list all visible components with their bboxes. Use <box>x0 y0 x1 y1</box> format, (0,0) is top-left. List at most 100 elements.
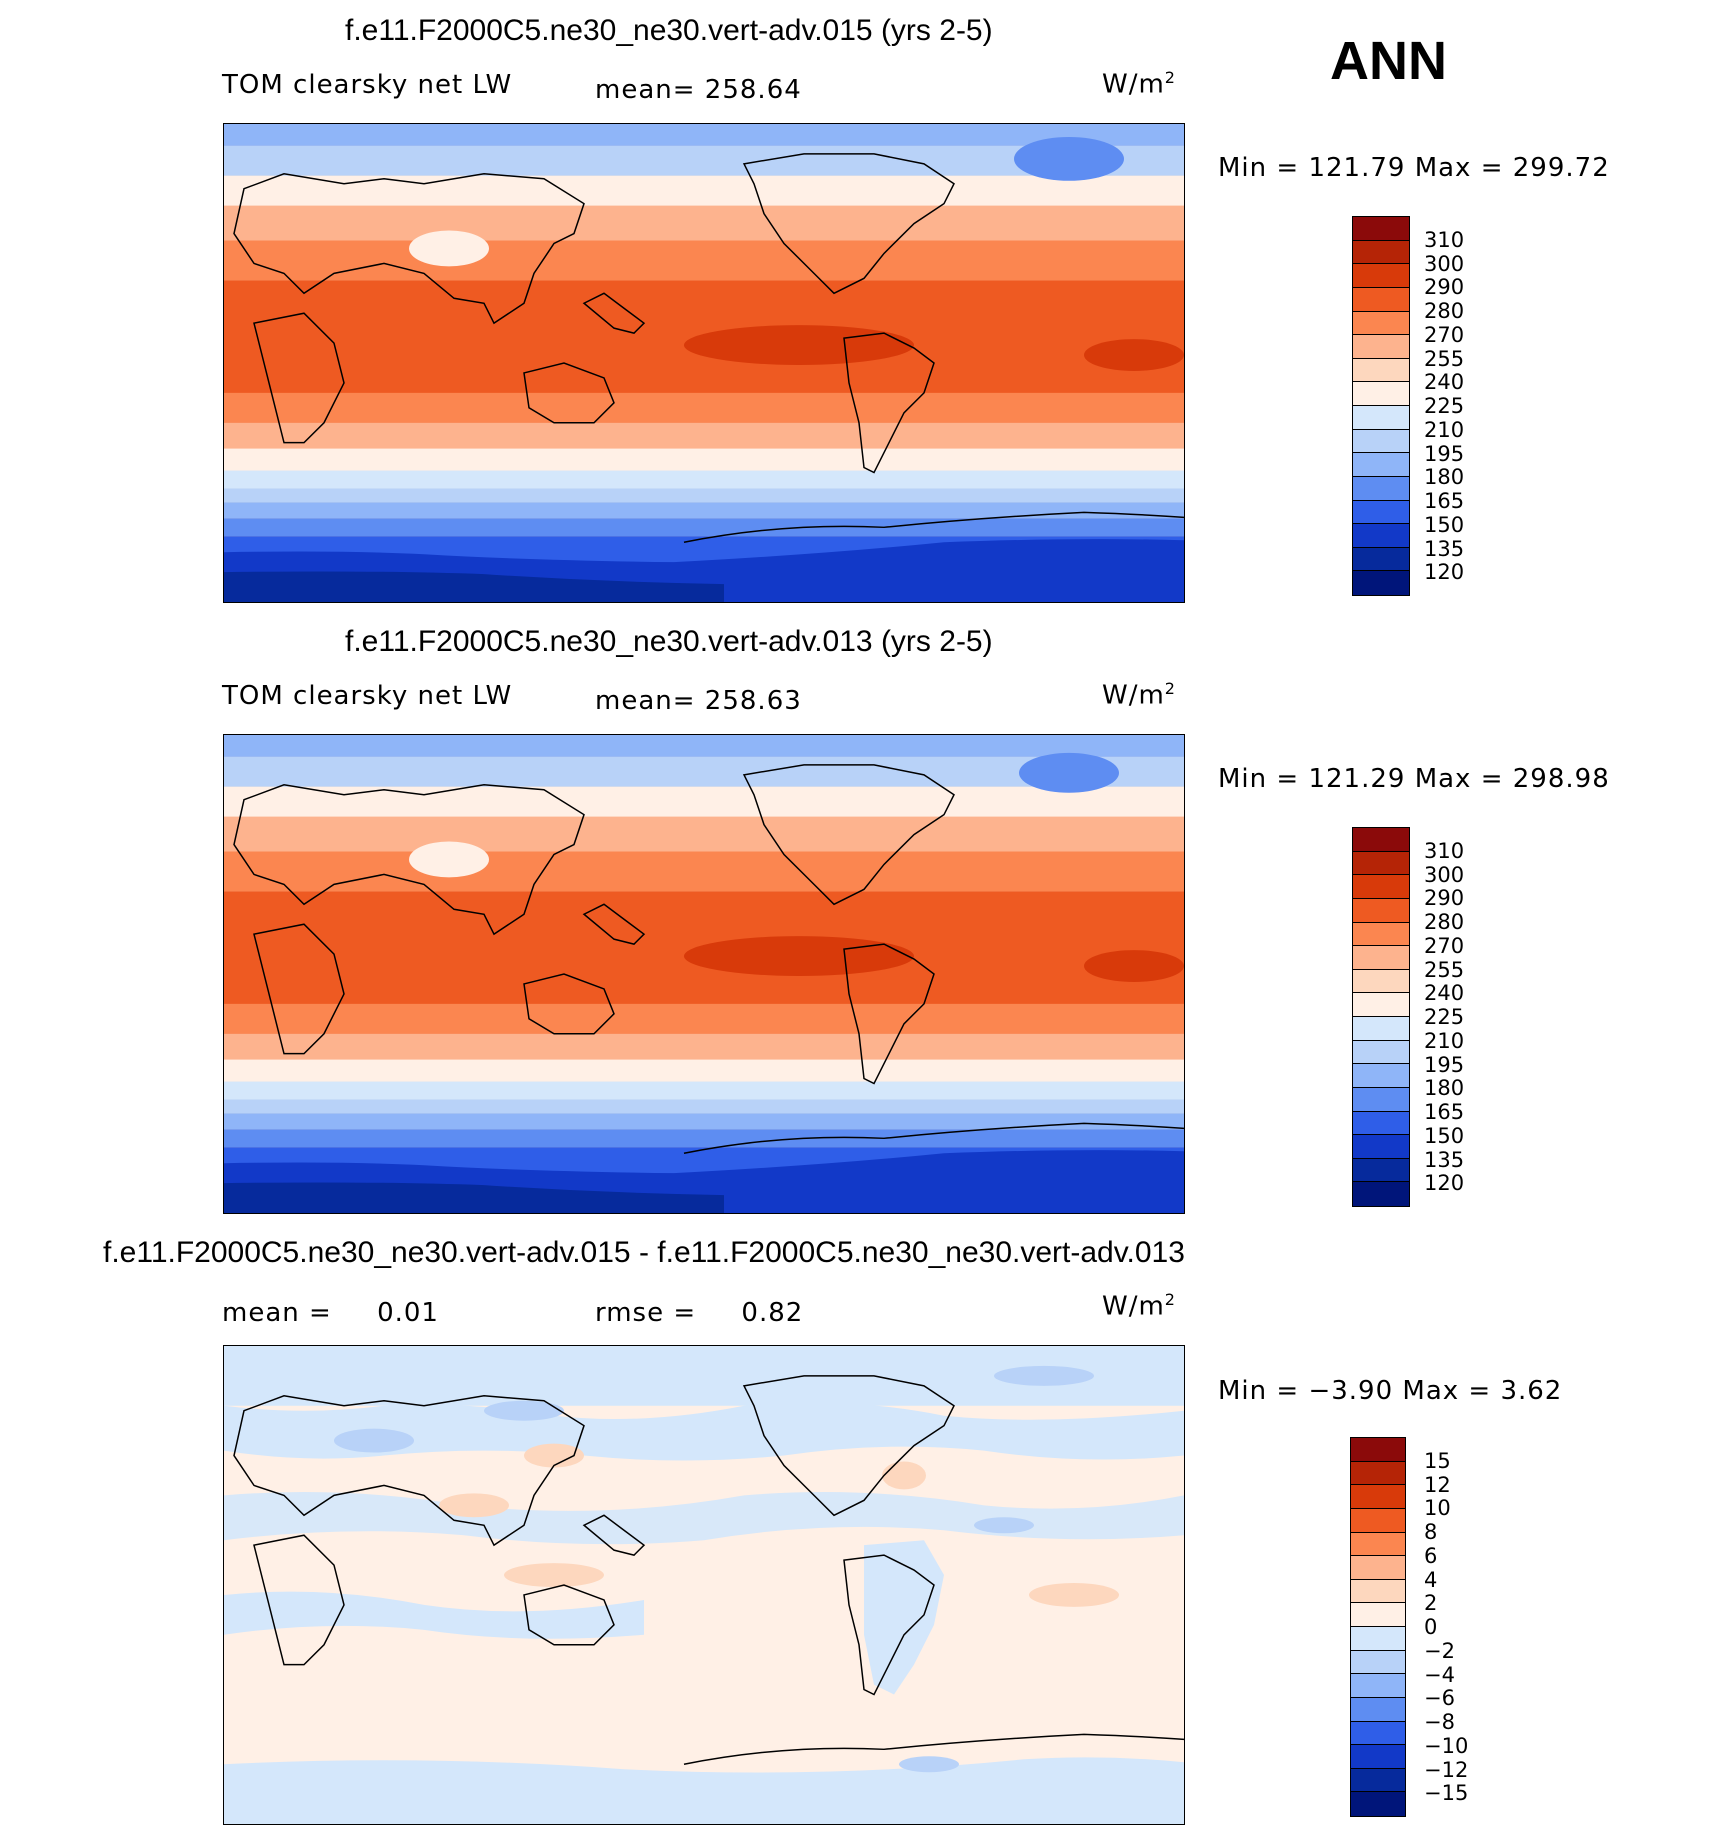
colorbar-box <box>1353 500 1409 525</box>
colorbar-box <box>1353 1158 1409 1183</box>
panel-3-title: f.e11.F2000C5.ne30_ne30.vert-adv.015 - f… <box>103 1236 1185 1269</box>
colorbar-box <box>1353 946 1409 970</box>
panel-1-title: f.e11.F2000C5.ne30_ne30.vert-adv.015 (yr… <box>345 14 993 47</box>
colorbar-tick-label: 195 <box>1424 441 1465 466</box>
colorbar-tick-label: 12 <box>1424 1472 1451 1497</box>
panel-3-rmse: rmse = 0.82 <box>595 1298 803 1328</box>
colorbar-tick-label: 300 <box>1424 251 1465 276</box>
colorbar-tick-label: 150 <box>1424 512 1465 537</box>
colorbar-box <box>1353 217 1409 241</box>
panel-1-variable: TOM clearsky net LW <box>222 70 513 100</box>
colorbar-box <box>1353 547 1409 572</box>
colorbar-box <box>1351 1697 1405 1722</box>
colorbar-tick-label: 210 <box>1424 417 1465 442</box>
colorbar-tick-label: 0 <box>1424 1615 1438 1640</box>
panel-3-minmax: Min = −3.90 Max = 3.62 <box>1218 1376 1563 1406</box>
colorbar-tick-label: 255 <box>1424 346 1465 371</box>
panel-1-colorbar <box>1352 216 1410 596</box>
colorbar-box <box>1353 429 1409 454</box>
colorbar-tick-label: 270 <box>1424 322 1465 347</box>
colorbar-tick-label: 240 <box>1424 370 1465 395</box>
colorbar-tick-label: 135 <box>1424 1147 1465 1172</box>
panel-2-map-svg <box>224 735 1184 1213</box>
panel-2-units: W/m2 <box>1102 679 1176 711</box>
panel-3-map-svg <box>224 1346 1184 1824</box>
colorbar-box <box>1353 1040 1409 1065</box>
colorbar-box <box>1351 1674 1405 1698</box>
panel-3-units: W/m2 <box>1102 1290 1176 1322</box>
colorbar-tick-label: 280 <box>1424 299 1465 324</box>
season-label: ANN <box>1330 31 1447 91</box>
colorbar-box <box>1353 1087 1409 1112</box>
panel-2-map <box>223 734 1185 1214</box>
colorbar-tick-label: 8 <box>1424 1520 1438 1545</box>
colorbar-tick-label: 225 <box>1424 1005 1465 1030</box>
colorbar-box <box>1351 1792 1405 1816</box>
colorbar-box <box>1351 1461 1405 1486</box>
colorbar-tick-label: 290 <box>1424 275 1465 300</box>
colorbar-tick-label: 210 <box>1424 1028 1465 1053</box>
colorbar-box <box>1353 969 1409 994</box>
colorbar-tick-label: 280 <box>1424 910 1465 935</box>
panel-2-units-sup: 2 <box>1164 679 1176 698</box>
colorbar-box <box>1353 1064 1409 1088</box>
colorbar-tick-label: 120 <box>1424 1171 1465 1196</box>
colorbar-box <box>1353 922 1409 947</box>
colorbar-box <box>1353 1111 1409 1136</box>
colorbar-tick-label: 10 <box>1424 1496 1451 1521</box>
colorbar-box <box>1353 240 1409 265</box>
colorbar-tick-label: 135 <box>1424 536 1465 561</box>
panel-3-rmse-label: rmse = <box>595 1298 697 1328</box>
colorbar-tick-label: −2 <box>1424 1638 1455 1663</box>
colorbar-tick-label: 4 <box>1424 1567 1438 1592</box>
colorbar-box <box>1353 1182 1409 1206</box>
colorbar-box <box>1351 1508 1405 1533</box>
colorbar-box <box>1353 264 1409 288</box>
panel-2-title: f.e11.F2000C5.ne30_ne30.vert-adv.013 (yr… <box>345 625 993 658</box>
colorbar-tick-label: 310 <box>1424 838 1465 863</box>
colorbar-box <box>1353 571 1409 595</box>
colorbar-box <box>1351 1603 1405 1627</box>
panel-3-mean-label: mean = <box>222 1298 332 1328</box>
colorbar-tick-label: 270 <box>1424 933 1465 958</box>
panel-1-units-text: W/m <box>1102 69 1165 100</box>
colorbar-box <box>1351 1745 1405 1769</box>
panel-3-map <box>223 1345 1185 1825</box>
colorbar-box <box>1351 1579 1405 1604</box>
colorbar-box <box>1353 993 1409 1017</box>
panel-3-units-sup: 2 <box>1164 1290 1176 1309</box>
panel-3-mean-value: 0.01 <box>377 1298 439 1328</box>
colorbar-box <box>1353 453 1409 477</box>
colorbar-box <box>1353 335 1409 359</box>
colorbar-box <box>1351 1438 1405 1462</box>
colorbar-tick-label: 2 <box>1424 1591 1438 1616</box>
panel-1-minmax: Min = 121.79 Max = 299.72 <box>1218 153 1610 183</box>
colorbar-box <box>1353 898 1409 923</box>
panel-1-map-svg <box>224 124 1184 602</box>
panel-2-units-text: W/m <box>1102 680 1165 711</box>
colorbar-box <box>1351 1768 1405 1793</box>
colorbar-tick-label: 195 <box>1424 1052 1465 1077</box>
panel-2-variable: TOM clearsky net LW <box>222 681 513 711</box>
colorbar-box <box>1353 875 1409 899</box>
panel-1-units-sup: 2 <box>1164 68 1176 87</box>
colorbar-tick-label: 165 <box>1424 1100 1465 1125</box>
colorbar-tick-label: 310 <box>1424 227 1465 252</box>
panel-1-mean-label: mean= <box>595 75 696 105</box>
panel-1-mean-value: 258.64 <box>704 75 802 105</box>
colorbar-tick-label: 180 <box>1424 1076 1465 1101</box>
colorbar-box <box>1353 828 1409 852</box>
panel-3-colorbar <box>1350 1437 1406 1817</box>
colorbar-tick-label: −8 <box>1424 1710 1455 1735</box>
colorbar-box <box>1353 1017 1409 1041</box>
colorbar-box <box>1351 1485 1405 1509</box>
colorbar-tick-label: −6 <box>1424 1686 1455 1711</box>
colorbar-tick-label: 240 <box>1424 981 1465 1006</box>
colorbar-tick-label: 300 <box>1424 862 1465 887</box>
colorbar-box <box>1353 476 1409 501</box>
colorbar-tick-label: 15 <box>1424 1448 1451 1473</box>
colorbar-box <box>1353 382 1409 406</box>
panel-2-colorbar <box>1352 827 1410 1207</box>
colorbar-box <box>1351 1556 1405 1580</box>
colorbar-tick-label: −15 <box>1424 1781 1469 1806</box>
